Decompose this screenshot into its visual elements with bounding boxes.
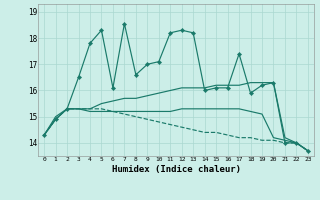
X-axis label: Humidex (Indice chaleur): Humidex (Indice chaleur) <box>111 165 241 174</box>
